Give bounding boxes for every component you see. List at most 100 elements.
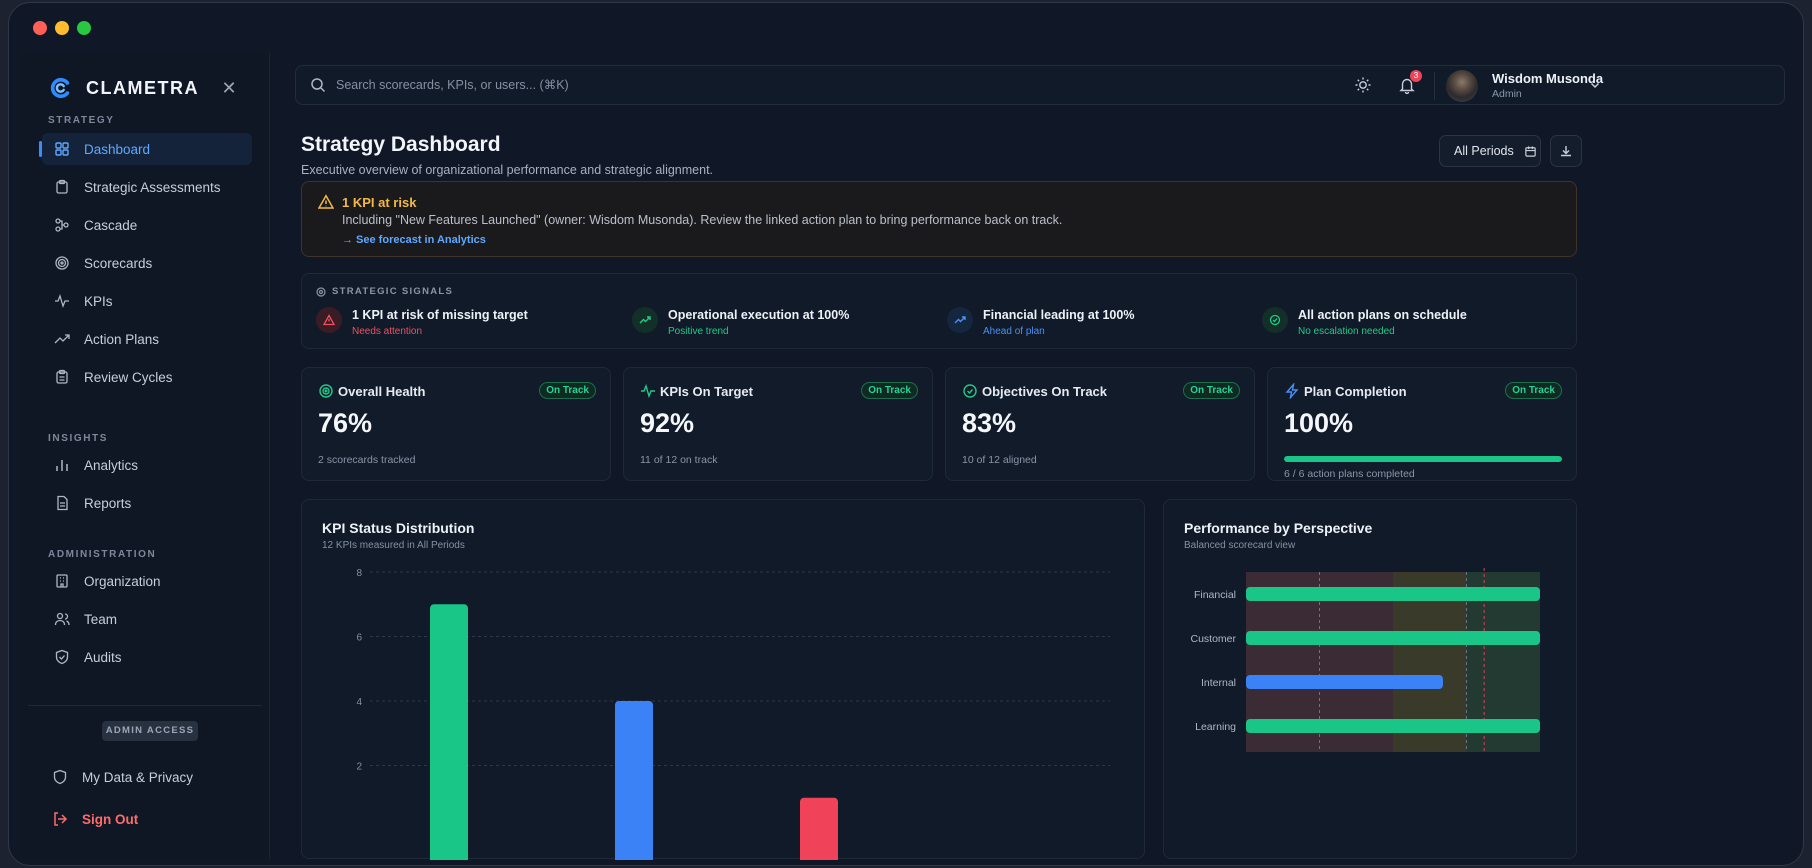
signals-header: STRATEGIC SIGNALS: [316, 286, 453, 297]
kpi-subtitle: 6 / 6 action plans completed: [1284, 468, 1415, 480]
sidebar-item-scorecards[interactable]: Scorecards: [42, 247, 252, 279]
sidebar-item-action-plans[interactable]: Action Plans: [42, 323, 252, 355]
user-name[interactable]: Wisdom Musonda: [1492, 71, 1604, 86]
forecast-analytics-link[interactable]: → See forecast in Analytics: [342, 234, 486, 246]
sidebar-item-label: KPIs: [84, 293, 113, 309]
clametra-logo-icon: [50, 77, 70, 99]
kpi-status-bar-chart: 2 4 6 8: [356, 568, 1110, 860]
building-icon: [54, 573, 70, 589]
kpi-subtitle: 2 scorecards tracked: [318, 454, 416, 466]
brand-name: CLAMETRA: [86, 77, 199, 98]
kpi-value: 92%: [640, 408, 695, 438]
document-icon: [54, 495, 70, 511]
maximize-window-button[interactable]: [77, 21, 91, 35]
sidebar-item-reports[interactable]: Reports: [42, 487, 252, 519]
topbar-divider: [1434, 72, 1435, 100]
kpi-value: 100%: [1284, 408, 1354, 438]
kpi-card-objectives-on-track[interactable]: Objectives On Track On Track 83% 10 of 1…: [945, 367, 1255, 481]
window-titlebar: [9, 3, 1803, 53]
signal-item: 1 KPI at risk of missing target Needs at…: [316, 306, 616, 338]
signal-title: All action plans on schedule: [1298, 308, 1467, 322]
sidebar-item-organization[interactable]: Organization: [42, 565, 252, 597]
lightning-icon: [1285, 383, 1299, 399]
perspective-bar-chart: Financial Customer Internal Learning: [1190, 568, 1540, 752]
y-tick-label: 4: [356, 697, 362, 708]
kpi-card-kpis-on-target[interactable]: KPIs On Target On Track 92% 11 of 12 on …: [623, 367, 933, 481]
status-badge: On Track: [861, 382, 918, 399]
theme-toggle-sun-icon[interactable]: [1354, 76, 1372, 94]
bar[interactable]: [615, 701, 653, 860]
close-sidebar-icon[interactable]: ✕: [221, 78, 237, 98]
y-tick-label: 2: [356, 762, 362, 773]
check-circle-icon: [963, 384, 977, 398]
sidebar-item-audits[interactable]: Audits: [42, 641, 252, 673]
sidebar-item-label: Team: [84, 611, 118, 627]
sidebar-item-review-cycles[interactable]: Review Cycles: [42, 361, 252, 393]
page-subtitle: Executive overview of organizational per…: [301, 163, 714, 177]
strategic-signals: STRATEGIC SIGNALS 1 KPI at risk of missi…: [301, 273, 1577, 349]
user-role: Admin: [1492, 88, 1522, 100]
alert-body: Including "New Features Launched" (owner…: [342, 213, 1063, 227]
sidebar-item-team[interactable]: Team: [42, 603, 252, 635]
kpi-title: Overall Health: [338, 384, 426, 399]
sidebar-item-strategic-assessments[interactable]: Strategic Assessments: [42, 171, 252, 203]
category-label: Learning: [1195, 721, 1236, 733]
trend-up-icon: [632, 307, 658, 333]
close-window-button[interactable]: [33, 21, 47, 35]
signal-item: Operational execution at 100% Positive t…: [632, 306, 932, 338]
pulse-icon: [54, 293, 70, 309]
check-circle-icon: [1262, 307, 1288, 333]
sidebar-item-kpis[interactable]: KPIs: [42, 285, 252, 317]
top-bar: 3 Wisdom Musonda Admin: [295, 65, 1785, 105]
sidebar-item-label: Organization: [84, 573, 161, 589]
brand[interactable]: CLAMETRA: [50, 77, 199, 99]
user-avatar[interactable]: [1446, 70, 1478, 102]
sidebar-item-label: Cascade: [84, 217, 138, 233]
sidebar-item-label: Dashboard: [84, 141, 151, 157]
bar[interactable]: [1246, 631, 1540, 645]
signal-title: 1 KPI at risk of missing target: [352, 308, 528, 322]
download-button[interactable]: [1550, 135, 1582, 167]
kpi-card-overall-health[interactable]: Overall Health On Track 76% 2 scorecards…: [301, 367, 611, 481]
cascade-icon: [54, 217, 70, 233]
sidebar-item-label: Review Cycles: [84, 369, 173, 385]
sign-out-label: Sign Out: [82, 811, 139, 827]
kpi-card-plan-completion[interactable]: Plan Completion On Track 100% 6 / 6 acti…: [1267, 367, 1577, 481]
signal-title: Operational execution at 100%: [668, 308, 850, 322]
sidebar-item-dashboard[interactable]: Dashboard: [39, 133, 252, 165]
sign-out-button[interactable]: Sign Out: [40, 803, 250, 835]
shield-icon: [52, 769, 68, 785]
trend-up-icon: [947, 307, 973, 333]
signals-label: STRATEGIC SIGNALS: [332, 286, 454, 297]
plan-completion-progress: [1284, 456, 1562, 462]
sidebar-item-cascade[interactable]: Cascade: [42, 209, 252, 241]
category-label: Internal: [1201, 677, 1236, 689]
bar[interactable]: [430, 604, 468, 860]
bar[interactable]: [800, 797, 838, 860]
chevron-down-icon[interactable]: [1588, 78, 1602, 92]
kpi-status-distribution-panel: KPI Status Distribution 12 KPIs measured…: [301, 499, 1145, 860]
period-selector-button[interactable]: All Periods: [1439, 135, 1541, 167]
bar[interactable]: [1246, 675, 1443, 689]
kpi-title: Plan Completion: [1304, 384, 1407, 399]
kpi-subtitle: 10 of 12 aligned: [962, 454, 1037, 466]
bar[interactable]: [1246, 719, 1540, 733]
alert-triangle-icon: [316, 307, 342, 333]
notifications-bell-icon[interactable]: [1398, 76, 1416, 94]
admin-access-badge: ADMIN ACCESS: [102, 721, 198, 741]
kpi-subtitle: 11 of 12 on track: [640, 454, 718, 466]
download-icon: [1561, 146, 1571, 157]
status-badge: On Track: [1505, 382, 1562, 399]
chart-subtitle: Balanced scorecard view: [1184, 540, 1296, 551]
period-label: All Periods: [1454, 144, 1514, 158]
chart-subtitle: 12 KPIs measured in All Periods: [322, 540, 465, 551]
search-input[interactable]: [336, 74, 836, 96]
kpi-title: Objectives On Track: [982, 384, 1108, 399]
signal-item: All action plans on schedule No escalati…: [1262, 306, 1562, 338]
bar-chart-icon: [54, 457, 70, 473]
my-data-privacy-link[interactable]: My Data & Privacy: [40, 761, 250, 793]
minimize-window-button[interactable]: [55, 21, 69, 35]
bar[interactable]: [1246, 587, 1540, 601]
sidebar-item-analytics[interactable]: Analytics: [42, 449, 252, 481]
section-label-insights: INSIGHTS: [48, 433, 109, 444]
